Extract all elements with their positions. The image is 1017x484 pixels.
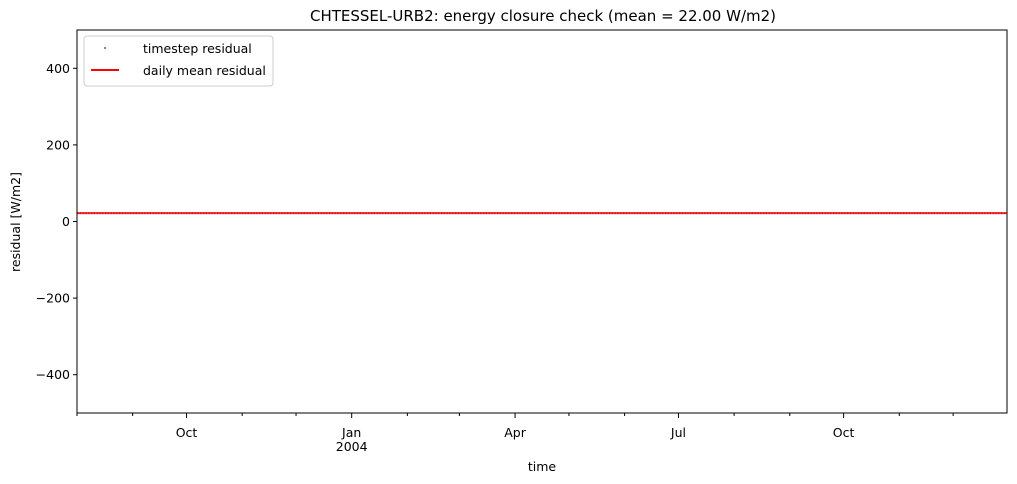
legend-label-daily: daily mean residual xyxy=(143,63,266,78)
x-tick-label: Oct xyxy=(833,425,855,440)
x-axis-label: time xyxy=(528,459,557,474)
y-tick-label: −400 xyxy=(36,367,70,382)
plot-area xyxy=(77,30,1007,413)
chart-title: CHTESSEL-URB2: energy closure check (mea… xyxy=(310,7,776,25)
y-axis-label: residual [W/m2] xyxy=(8,172,23,272)
x-tick-label: Jul xyxy=(670,425,686,440)
x-tick-label: Oct xyxy=(176,425,198,440)
x-tick-label: Apr xyxy=(504,425,526,440)
plot-frame xyxy=(76,29,1008,414)
legend-label-timestep: timestep residual xyxy=(143,41,252,56)
legend: timestep residual daily mean residual xyxy=(83,35,274,87)
y-axis: −400 −200 0 200 400 xyxy=(36,61,77,382)
y-tick-label: 200 xyxy=(46,137,70,152)
legend-box xyxy=(83,35,274,87)
y-tick-label: 400 xyxy=(46,61,70,76)
x-tick-sublabel: 2004 xyxy=(336,439,368,454)
legend-marker-timestep xyxy=(104,47,106,49)
y-tick-label: −200 xyxy=(36,291,70,306)
y-tick-label: 0 xyxy=(62,214,70,229)
x-tick-label: Jan xyxy=(341,425,361,440)
